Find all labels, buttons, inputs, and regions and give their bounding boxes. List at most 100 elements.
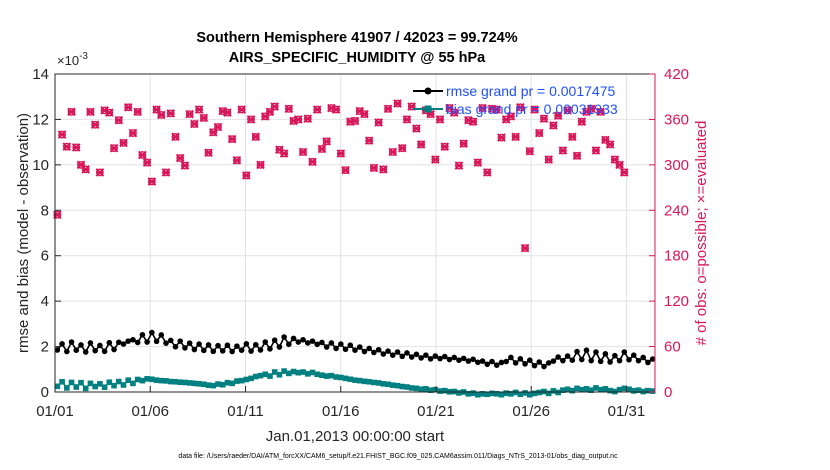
bias-point bbox=[333, 374, 339, 380]
bias-point bbox=[267, 373, 273, 379]
obs-evaluated-point bbox=[336, 149, 346, 158]
legend-rmse-marker bbox=[424, 87, 432, 95]
bias-point bbox=[493, 391, 500, 397]
bias-point bbox=[134, 376, 141, 383]
rmse-point bbox=[597, 358, 604, 365]
rmse-point bbox=[470, 356, 476, 363]
rmse-point bbox=[97, 342, 103, 349]
obs-evaluated-point bbox=[568, 132, 577, 142]
rmse-point bbox=[498, 359, 505, 366]
obs-evaluated-point bbox=[71, 143, 81, 152]
bias-point bbox=[295, 369, 302, 376]
rmse-point bbox=[210, 348, 217, 355]
obs-evaluated-point bbox=[379, 165, 388, 174]
obs-evaluated-point bbox=[105, 108, 114, 117]
rmse-point bbox=[54, 347, 61, 353]
bias-point bbox=[290, 368, 297, 375]
rmse-point bbox=[489, 358, 495, 365]
rmse-point bbox=[352, 347, 358, 354]
rmse-point bbox=[375, 346, 382, 353]
obs-evaluated-point bbox=[119, 138, 128, 148]
rmse-point bbox=[441, 353, 448, 360]
bias-point bbox=[423, 386, 429, 392]
bias-point bbox=[248, 375, 254, 382]
y-right-tick-label: 420 bbox=[664, 66, 689, 83]
bias-point bbox=[508, 391, 514, 397]
bias-point bbox=[59, 378, 65, 385]
rmse-point bbox=[115, 339, 122, 346]
legend-bias-marker bbox=[424, 105, 432, 113]
bias-point bbox=[475, 391, 481, 398]
rmse-point bbox=[333, 345, 339, 352]
bias-point bbox=[437, 388, 443, 394]
rmse-point bbox=[493, 362, 500, 368]
bias-point bbox=[167, 378, 174, 385]
rmse-point bbox=[550, 358, 557, 364]
obs-evaluated-point bbox=[596, 107, 605, 117]
rmse-point bbox=[64, 348, 70, 355]
rmse-point bbox=[68, 339, 75, 345]
bias-point bbox=[479, 391, 486, 397]
y-right-tick-label: 0 bbox=[664, 384, 672, 401]
rmse-point bbox=[286, 341, 292, 348]
rmse-point bbox=[163, 340, 169, 346]
rmse-point bbox=[394, 349, 401, 355]
bias-point bbox=[309, 369, 316, 376]
bias-series bbox=[54, 368, 656, 398]
rmse-point bbox=[508, 354, 514, 361]
obs-evaluated-point bbox=[591, 146, 601, 155]
bias-point bbox=[328, 372, 335, 379]
obs-evaluated-point bbox=[251, 132, 261, 142]
chart-title-line2: AIRS_SPECIFIC_HUMIDITY @ 55 hPa bbox=[229, 50, 486, 66]
rmse-point bbox=[531, 362, 538, 369]
bias-point bbox=[319, 372, 325, 378]
obs-evaluated-point bbox=[90, 120, 100, 130]
bias-point bbox=[578, 386, 585, 393]
bias-point bbox=[404, 384, 410, 390]
rmse-point bbox=[347, 342, 354, 349]
rmse-point bbox=[612, 352, 618, 359]
obs-evaluated-point bbox=[331, 105, 341, 114]
bias-point bbox=[252, 373, 259, 380]
rmse-point bbox=[356, 344, 363, 350]
obs-evaluated-point bbox=[539, 114, 549, 123]
rmse-point bbox=[404, 350, 410, 356]
rmse-point bbox=[234, 343, 240, 349]
obs-evaluated-point bbox=[459, 139, 468, 148]
rmse-point bbox=[361, 348, 368, 355]
obs-evaluated-point bbox=[180, 161, 190, 170]
obs-evaluated-point bbox=[544, 155, 554, 164]
legend-rmse-label: rmse grand pr = 0.0017475 bbox=[446, 83, 615, 99]
chart-title-line1: Southern Hemisphere 41907 / 42023 = 99.7… bbox=[196, 30, 517, 46]
bias-point bbox=[616, 386, 623, 393]
obs-evaluated-point bbox=[256, 160, 265, 170]
bias-point bbox=[276, 371, 283, 378]
bias-point bbox=[427, 387, 434, 393]
bias-point bbox=[338, 374, 344, 381]
obs-evaluated-point bbox=[553, 111, 563, 120]
rmse-point bbox=[484, 361, 491, 368]
obs-evaluated-point bbox=[171, 132, 180, 142]
bias-point bbox=[186, 380, 193, 386]
rmse-point bbox=[224, 342, 231, 349]
bias-point bbox=[229, 380, 235, 387]
rmse-point bbox=[158, 332, 165, 338]
rmse-point bbox=[252, 341, 259, 348]
bias-point bbox=[347, 376, 354, 383]
obs-evaluated-point bbox=[492, 105, 502, 114]
bias-point bbox=[489, 390, 495, 397]
obs-evaluated-point bbox=[284, 104, 294, 114]
bias-point bbox=[115, 378, 122, 385]
bias-point bbox=[597, 386, 604, 393]
x-tick-label: 01/16 bbox=[322, 403, 360, 420]
rmse-point bbox=[451, 354, 458, 361]
bias-point bbox=[64, 385, 70, 391]
obs-evaluated-point bbox=[577, 117, 587, 127]
rmse-point bbox=[541, 363, 547, 370]
bias-point bbox=[205, 382, 212, 388]
rmse-point bbox=[366, 345, 372, 352]
obs-evaluated-point bbox=[298, 147, 308, 157]
obs-evaluated-point bbox=[383, 104, 393, 114]
rmse-point bbox=[593, 349, 599, 355]
obs-evaluated-point bbox=[586, 104, 596, 114]
